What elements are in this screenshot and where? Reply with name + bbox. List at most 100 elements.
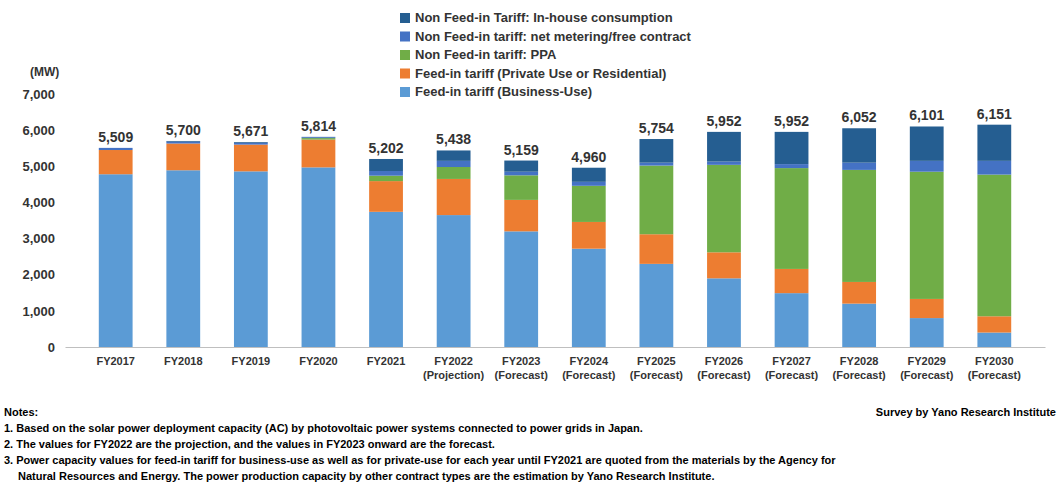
- x-tick: FY2030(Forecast): [968, 347, 1022, 381]
- bar-segment: [977, 333, 1011, 347]
- series-group: [99, 140, 1011, 333]
- legend-swatch: [400, 87, 410, 97]
- bar-segment: [234, 142, 268, 144]
- legend-label: Feed-in tariff (Business-Use): [415, 84, 592, 99]
- y-axis-title: (MW): [30, 65, 59, 79]
- y-tick: 6,000: [22, 123, 65, 138]
- bar-segment: [775, 168, 809, 269]
- x-tick: FY2024(Forecast): [562, 347, 616, 381]
- note: 1. Based on the solar power deployment c…: [4, 422, 643, 434]
- x-tick: FY2020: [299, 347, 338, 367]
- bar-segment: [707, 165, 741, 252]
- bar-segment: [842, 163, 876, 170]
- bar-segment: [99, 148, 133, 150]
- total-label: 6,151: [977, 106, 1012, 122]
- x-tick-label: FY2030(Forecast): [968, 355, 1022, 381]
- source: Survey by Yano Research Institute: [876, 406, 1056, 418]
- bar-segment: [775, 132, 809, 164]
- x-tick-label: FY2022(Projection): [423, 355, 484, 381]
- x-tick-label: FY2029(Forecast): [900, 355, 954, 381]
- y-tick: 7,000: [22, 87, 65, 102]
- legend-swatch: [400, 50, 410, 60]
- bar-segment: [437, 167, 471, 179]
- series-group: [302, 138, 1012, 316]
- bar-segment: [910, 299, 944, 318]
- bar-segment: [639, 163, 673, 166]
- bar-segment: [166, 142, 200, 144]
- bar-segment: [707, 252, 741, 278]
- bar-segment: [842, 170, 876, 282]
- bar-segment: [707, 278, 741, 347]
- total-label: 5,202: [369, 140, 404, 156]
- legend: Non Feed-in Tariff: In-house consumption…: [400, 10, 692, 99]
- x-tick-label: FY2019: [232, 355, 271, 367]
- bar-segment: [504, 161, 538, 172]
- y-tick: 0: [48, 340, 65, 355]
- bar-segment: [504, 172, 538, 176]
- bar-segment: [775, 269, 809, 293]
- legend-swatch: [400, 32, 410, 42]
- bar-segment: [369, 171, 403, 176]
- total-label: 6,101: [909, 107, 944, 123]
- x-tick-label: FY2025(Forecast): [630, 355, 684, 381]
- bar-segment: [572, 182, 606, 186]
- y-tick: 2,000: [22, 267, 65, 282]
- total-label: 5,700: [166, 122, 201, 138]
- bar-segment: [437, 150, 471, 160]
- bar-segment: [369, 212, 403, 347]
- bar-segment: [504, 231, 538, 347]
- x-tick-label: FY2018: [164, 355, 203, 367]
- bar-segment: [99, 150, 133, 174]
- bar-segment: [842, 128, 876, 162]
- bar-segment: [842, 304, 876, 347]
- x-tick-label: FY2027(Forecast): [765, 355, 819, 381]
- x-axis: FY2017 FY2018 FY2019 FY2020 FY2021 FY2022(Pro…: [66, 347, 1046, 381]
- bar-segment: [572, 222, 606, 249]
- bar-segment: [166, 140, 200, 142]
- bar-segment: [437, 161, 471, 167]
- bar-segment: [302, 138, 336, 139]
- y-tick-label: 7,000: [22, 87, 55, 102]
- y-tick-label: 6,000: [22, 123, 55, 138]
- bar-segment: [504, 200, 538, 231]
- x-tick-label: FY2024(Forecast): [562, 355, 616, 381]
- x-tick: FY2017: [96, 347, 135, 367]
- bar-segment: [977, 316, 1011, 332]
- x-tick-label: FY2028(Forecast): [833, 355, 887, 381]
- y-tick: 1,000: [22, 304, 65, 319]
- bars: [99, 125, 1011, 347]
- series-group: [99, 167, 1011, 347]
- x-tick: FY2018: [164, 347, 203, 367]
- series-group: [166, 125, 1011, 182]
- total-label: 5,952: [706, 113, 741, 129]
- chart: 01,0002,0003,0004,0005,0006,0007,000(MW)…: [0, 0, 1060, 500]
- bar-segment: [707, 132, 741, 162]
- bar-segment: [302, 167, 336, 347]
- bar-segment: [99, 174, 133, 347]
- x-tick-label: FY2021: [367, 355, 406, 367]
- bar-segment: [234, 143, 268, 145]
- bar-segment: [99, 147, 133, 148]
- total-label: 4,960: [571, 149, 606, 165]
- x-tick: FY2019: [232, 347, 271, 367]
- x-tick: FY2028(Forecast): [833, 347, 887, 381]
- y-tick-label: 1,000: [22, 304, 55, 319]
- total-label: 6,052: [842, 109, 877, 125]
- bar-segment: [437, 215, 471, 347]
- bar-segment: [234, 145, 268, 172]
- x-tick: FY2029(Forecast): [900, 347, 954, 381]
- bar-segment: [977, 161, 1011, 175]
- x-axis-line: [66, 347, 1046, 348]
- bar-segment: [166, 144, 200, 171]
- x-tick: FY2027(Forecast): [765, 347, 819, 381]
- y-axis-line: [65, 95, 66, 348]
- note: 2. The values for FY2022 are the project…: [4, 438, 495, 450]
- bar-segment: [369, 159, 403, 171]
- y-tick-label: 3,000: [22, 231, 55, 246]
- y-tick: 3,000: [22, 231, 65, 246]
- total-label: 5,159: [504, 142, 539, 158]
- legend-swatch: [400, 13, 410, 23]
- x-tick: FY2021: [367, 347, 406, 367]
- total-label: 5,509: [98, 129, 133, 145]
- bar-segment: [910, 318, 944, 347]
